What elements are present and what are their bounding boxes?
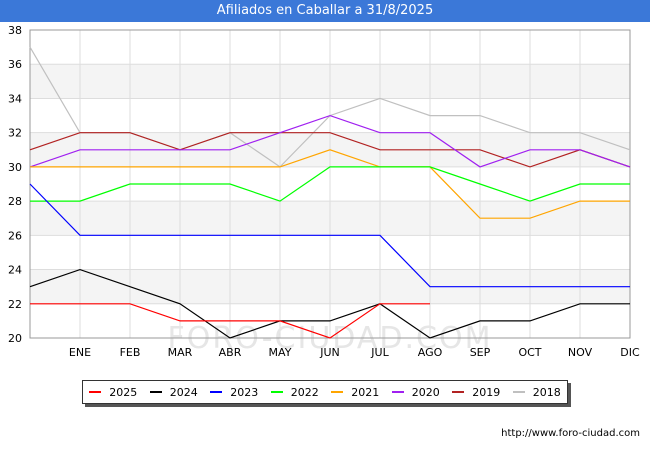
legend-item-2023: 2023 (210, 386, 258, 399)
chart-title: Afiliados en Caballar a 31/8/2025 (0, 0, 650, 22)
legend-item-2019: 2019 (452, 386, 500, 399)
x-tick-label: MAR (168, 346, 193, 359)
x-tick-label: JUL (370, 346, 389, 359)
source-credit: http://www.foro-ciudad.com (501, 428, 640, 439)
legend-swatch (89, 391, 102, 393)
x-tick-label: DIC (620, 346, 640, 359)
y-tick-label: 20 (8, 332, 22, 345)
x-axis-ticks: ENE FEB MAR ABR MAY JUN JUL AGO SEP OCT NOV DIC (69, 346, 640, 359)
legend-label: 2018 (532, 385, 561, 399)
series-line-2023 (29, 183, 630, 288)
legend-label: 2022 (290, 385, 319, 399)
x-tick-label: JUN (319, 346, 340, 359)
series-line-2022 (30, 166, 630, 202)
y-tick-label: 28 (8, 195, 22, 208)
legend-item-2022: 2022 (270, 385, 319, 399)
legend-label: 2023 (230, 385, 259, 399)
y-tick-label: 24 (8, 264, 22, 277)
series-line-2024 (29, 268, 630, 339)
x-tick-label: ENE (69, 346, 91, 359)
series-lines (29, 46, 631, 339)
legend-swatch (331, 391, 344, 393)
x-tick-label: SEP (470, 346, 491, 359)
y-tick-label: 32 (8, 127, 22, 140)
x-tick-label: MAY (269, 346, 292, 359)
legend-swatch (391, 391, 404, 393)
legend-item-2025: 2025 (89, 386, 137, 399)
series-line-2019 (29, 132, 631, 168)
y-tick-label: 36 (8, 58, 22, 71)
legend-item-2020: 2020 (391, 385, 440, 399)
legend-item-2024: 2024 (149, 385, 198, 399)
y-axis-ticks: 20 22 24 26 28 30 32 34 36 38 (8, 24, 22, 345)
x-tick-label: ABR (219, 346, 242, 359)
legend-label: 2024 (169, 385, 198, 399)
y-tick-label: 30 (8, 161, 22, 174)
legend-swatch (149, 391, 162, 393)
x-tick-label: AGO (418, 346, 443, 359)
series-line-2020 (29, 114, 631, 168)
series-line-2021 (30, 149, 630, 219)
x-tick-label: NOV (568, 346, 593, 359)
series-line-2025 (30, 303, 430, 339)
legend-item-2021: 2021 (331, 386, 379, 399)
legend-swatch (512, 391, 525, 393)
y-tick-label: 34 (8, 92, 22, 105)
legend-swatch (270, 391, 283, 393)
y-tick-label: 38 (8, 24, 22, 37)
legend-label: 2020 (411, 385, 440, 399)
legend-swatch (210, 391, 223, 393)
legend: 2025 2024 2023 2022 2021 2020 2019 2018 (82, 380, 568, 404)
y-tick-label: 26 (8, 229, 22, 242)
x-tick-label: OCT (518, 346, 541, 359)
legend-item-2018: 2018 (512, 385, 561, 399)
y-tick-label: 22 (8, 298, 22, 311)
legend-label: 2025 (109, 385, 138, 399)
legend-label: 2021 (351, 385, 380, 399)
legend-swatch (452, 391, 465, 393)
legend-label: 2019 (472, 385, 501, 399)
x-tick-label: FEB (120, 346, 141, 359)
